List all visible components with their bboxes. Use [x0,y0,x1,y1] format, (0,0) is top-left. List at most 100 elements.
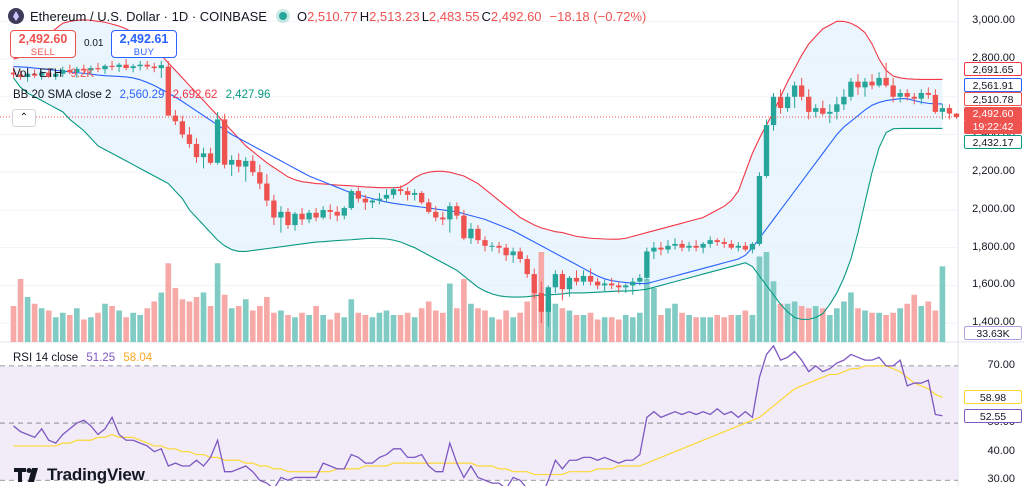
volume-bar [425,301,432,342]
bollinger-basis-value: 2,560.29 [119,89,165,101]
candle-body [207,153,214,163]
candle-body [763,125,770,176]
volume-legend[interactable]: Vol · ETH 9.2K [13,68,99,80]
candle-body [932,94,939,112]
candle-body [186,134,193,144]
candle-body [46,72,52,77]
volume-bar [848,292,854,342]
volume-bar [193,297,200,342]
candle-body [679,243,685,248]
volume-bar [81,319,87,342]
buy-button[interactable]: 2,492.61 BUY [111,30,177,58]
rsi-legend[interactable]: RSI 14 close 51.25 58.04 [13,352,157,364]
candle-body [820,108,826,114]
volume-bar [658,315,664,342]
candle-body [404,191,411,195]
candle-body [31,73,38,76]
price-badge-upper: 2,691.65 [964,62,1022,76]
volume-bar [552,303,559,342]
candle-body [496,245,502,248]
candle-body [116,64,122,67]
candle-body [798,85,805,97]
volume-bar [601,317,608,342]
volume-bar [306,315,312,342]
volume-bar [637,312,643,342]
candle-body [714,240,720,243]
candle-body [876,77,882,86]
candle-body [151,66,157,69]
candle-body [693,245,699,248]
candle-body [700,243,706,248]
volume-bar [439,312,446,342]
candle-body [200,153,207,158]
candle-body [383,194,390,199]
candle-body [594,281,601,286]
candle-body [137,64,143,67]
candle-body [813,108,819,112]
volume-bar [798,306,805,342]
candle-body [10,72,17,75]
candle-body [749,243,756,250]
bollinger-label: BB 20 SMA close 2 [13,89,112,101]
candle-body [517,251,523,259]
tradingview-logo[interactable]: TradingView [14,465,145,485]
candle-body [418,192,425,203]
volume-bar [827,315,833,342]
sell-button[interactable]: 2,492.60 SELL [10,30,76,58]
candle-body [292,213,298,226]
volume-bar [362,315,369,342]
volume-bar [45,310,52,342]
price-badge-lower: 2,432.17 [964,135,1022,149]
volume-bar [271,312,277,342]
candle-body [897,93,903,97]
collapse-legend-chevron-up-icon[interactable]: ⌃ [12,109,36,127]
ohlc-c-value: 2,492.60 [490,8,542,24]
rsi-label: RSI 14 close [13,352,79,364]
candle-body [285,211,291,226]
volume-bar [418,308,425,342]
volume-bar [158,292,165,342]
volume-bar [390,315,397,342]
volume-bar [629,317,636,342]
candle-body [531,274,537,293]
volume-bar [38,308,45,342]
candle-body [904,93,910,97]
symbol-title[interactable]: Ethereum / U.S. Dollar · 1D · COINBASE [30,8,267,24]
volume-bar [869,312,875,342]
candle-body [250,160,256,173]
candle-body [236,159,242,167]
candle-body [946,108,953,114]
volume-bar [651,288,657,342]
volume-bar [890,312,896,342]
candle-body [538,292,544,312]
candle-body [883,77,889,86]
candle-body [953,113,960,117]
rsi-line [13,344,943,486]
volume-bar [784,303,791,342]
price-badge-last: 2,492.60 [964,107,1022,121]
volume-bar [566,310,573,342]
candle-body [728,243,734,248]
candle-body [827,111,833,114]
candle-body [299,213,305,220]
candle-body [552,274,559,288]
candle-body [341,208,347,216]
volume-bar [763,252,770,342]
rsi-badge-ma: 58.98 [964,390,1022,405]
volume-bar [932,310,939,342]
volume-bar [756,256,763,342]
volume-bar [876,312,882,342]
candle-body [616,285,622,288]
candle-body [228,159,235,165]
bollinger-legend[interactable]: BB 20 SMA close 2 2,560.29 2,692.62 2,42… [13,89,275,101]
volume-bar [95,312,101,342]
volume-bar [88,317,94,342]
volume-bar [777,303,784,342]
volume-bar [714,315,721,342]
volume-bar [911,294,918,342]
volume-bar [285,315,291,342]
candle-body [651,247,657,252]
volume-bar [411,317,418,342]
volume-bar [221,294,228,342]
